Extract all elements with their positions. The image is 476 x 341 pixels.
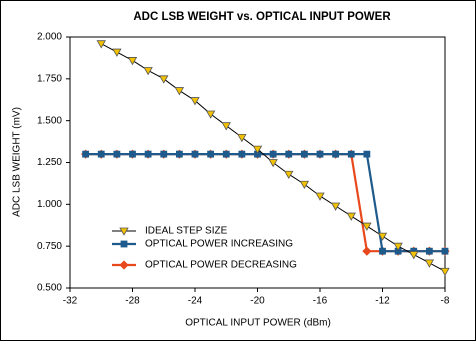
marker [346,212,356,221]
marker [159,75,169,84]
marker [112,48,122,57]
marker [237,133,247,143]
y-tick-label: 0.750 [37,241,62,252]
marker [97,150,105,158]
x-tick-label: -12 [375,296,390,307]
marker [393,242,403,251]
marker [190,97,200,106]
marker [440,267,450,277]
marker [119,260,129,270]
legend-label: IDEAL STEP SIZE [145,226,228,237]
marker [238,150,246,158]
x-tick-label: -32 [63,296,78,307]
marker [363,150,371,158]
marker [362,222,372,231]
marker [332,150,340,158]
marker [120,240,128,248]
y-tick-label: 1.500 [37,115,62,126]
x-tick-label: -8 [441,296,450,307]
marker [441,247,449,255]
legend-label: OPTICAL POWER INCREASING [145,239,293,250]
marker [96,40,106,49]
x-tick-label: -16 [313,296,328,307]
marker [143,67,153,76]
marker [300,150,308,158]
marker [160,150,168,158]
x-axis-title: OPTICAL INPUT POWER (dBm) [185,318,331,329]
marker [252,145,263,154]
y-tick-label: 0.500 [37,283,62,294]
marker [207,150,215,158]
marker [269,150,277,158]
legend-label: OPTICAL POWER DECREASING [145,260,297,271]
y-tick-label: 1.250 [37,157,62,168]
marker [144,150,152,158]
y-tick-label: 1.750 [37,73,62,84]
marker [409,251,419,260]
marker [221,122,231,131]
x-tick-label: -20 [250,296,265,307]
x-tick-label: -24 [188,296,203,307]
marker [82,150,90,158]
chart-title: ADC LSB WEIGHT vs. OPTICAL INPUT POWER [133,11,391,23]
y-axis-title: ADC LSB WEIGHT (mV) [12,107,23,217]
marker [268,159,278,168]
marker [127,57,138,66]
marker [379,247,386,255]
marker [299,180,310,190]
marker [205,110,216,119]
marker [285,150,293,158]
marker [330,202,341,211]
marker [347,150,355,158]
marker [119,227,129,236]
marker [174,87,185,96]
marker [129,150,136,158]
marker [362,246,372,256]
marker [175,150,183,158]
x-tick-label: -28 [125,296,140,307]
marker [222,150,230,158]
marker [113,150,121,158]
marker [425,247,433,255]
marker [424,259,435,268]
marker [316,150,324,158]
marker [191,150,199,158]
y-tick-label: 2.000 [37,32,62,43]
marker [315,192,325,201]
marker [284,170,294,180]
y-tick-label: 1.000 [37,199,62,210]
marker [377,232,388,241]
